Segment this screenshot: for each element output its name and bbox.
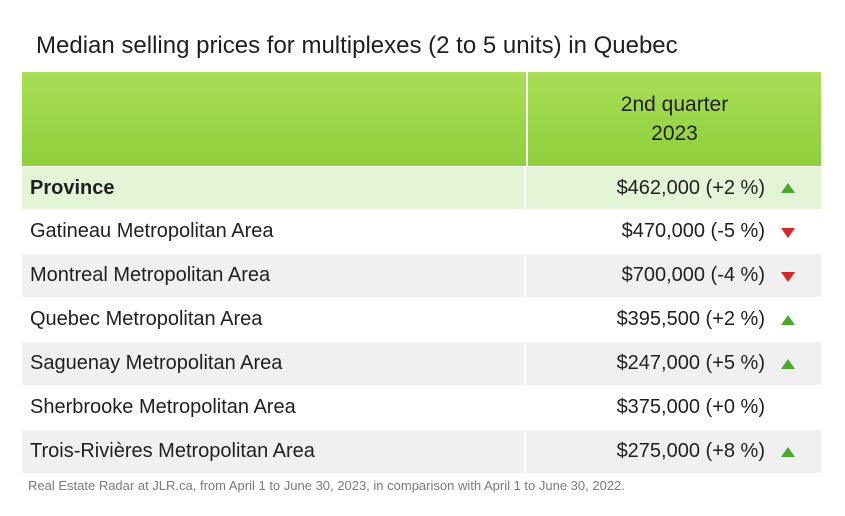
triangle-down-icon [781, 227, 795, 238]
region-name: Sherbrooke Metropolitan Area [22, 386, 526, 429]
table-row: Saguenay Metropolitan Area $247,000 (+5 %… [22, 341, 821, 385]
price-value: $275,000 (+8 %) [526, 430, 821, 473]
price-value: $470,000 (-5 %) [526, 210, 821, 253]
table-row: Trois-Rivières Metropolitan Area $275,000… [22, 429, 821, 473]
region-name: Gatineau Metropolitan Area [22, 210, 526, 253]
table-header: 2nd quarter 2023 [22, 72, 821, 166]
price-text: $700,000 (-4 %) [621, 264, 765, 286]
price-text: $462,000 (+2 %) [616, 176, 765, 199]
source-note: Real Estate Radar at JLR.ca, from April … [28, 478, 625, 493]
price-value: $462,000 (+2 %) [526, 167, 821, 209]
table-row: Gatineau Metropolitan Area $470,000 (-5 %… [22, 209, 821, 253]
price-text: $247,000 (+5 %) [616, 352, 765, 374]
price-value: $395,500 (+2 %) [526, 298, 821, 341]
header-period-line1: 2nd quarter [620, 93, 729, 116]
triangle-up-icon [781, 183, 795, 193]
region-name: Province [22, 167, 526, 209]
price-text: $375,000 (+0 %) [616, 396, 765, 418]
price-text: $395,500 (+2 %) [616, 308, 765, 330]
triangle-up-icon [781, 446, 795, 457]
header-period-line2: 2023 [651, 122, 698, 145]
price-text: $470,000 (-5 %) [621, 220, 765, 242]
region-name: Montreal Metropolitan Area [22, 254, 526, 297]
header-cell-period: 2nd quarter 2023 [528, 72, 821, 166]
table-body: Province $462,000 (+2 %) Gatineau Metropol… [22, 166, 821, 473]
header-cell-region [22, 72, 528, 166]
region-name: Trois-Rivières Metropolitan Area [22, 430, 526, 473]
table-row: Quebec Metropolitan Area $395,500 (+2 %) [22, 297, 821, 341]
region-name: Quebec Metropolitan Area [22, 298, 526, 341]
chart-title: Median selling prices for multiplexes (2… [36, 32, 678, 59]
table-row: Sherbrooke Metropolitan Area $375,000 (+0… [22, 385, 821, 429]
price-text: $275,000 (+8 %) [616, 440, 765, 462]
region-name: Saguenay Metropolitan Area [22, 342, 526, 385]
table-row: Montreal Metropolitan Area $700,000 (-4 %… [22, 253, 821, 297]
triangle-up-icon [781, 314, 795, 325]
table-row-province: Province $462,000 (+2 %) [22, 166, 821, 209]
price-value: $247,000 (+5 %) [526, 342, 821, 385]
triangle-up-icon [781, 358, 795, 369]
price-value: $700,000 (-4 %) [526, 254, 821, 297]
triangle-down-icon [781, 271, 795, 282]
price-table: 2nd quarter 2023 Province $462,000 (+2 %)… [22, 72, 821, 473]
price-value: $375,000 (+0 %) [526, 386, 821, 429]
